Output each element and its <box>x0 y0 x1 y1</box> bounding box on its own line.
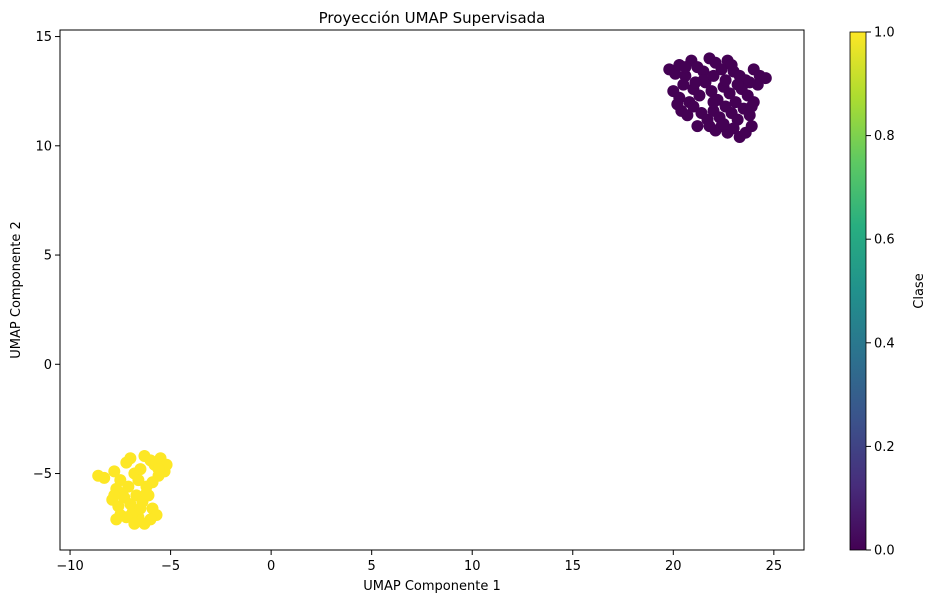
data-point <box>719 74 732 87</box>
data-point <box>759 72 772 85</box>
colorbar: 0.0 0.2 0.4 0.6 0.8 1.0 Clase <box>849 26 927 559</box>
data-point <box>731 78 744 91</box>
data-point <box>689 76 702 89</box>
x-axis-label: UMAP Componente 1 <box>363 579 500 594</box>
x-tick-label: −5 <box>161 559 180 574</box>
y-tick-label: −5 <box>33 467 52 482</box>
colorbar-tick-label: 1.0 <box>874 26 895 41</box>
y-tick-label: 15 <box>35 30 52 45</box>
x-tick-label: 5 <box>368 559 376 574</box>
y-tick-label: 10 <box>35 139 52 154</box>
data-point <box>707 69 720 82</box>
colorbar-tick-label: 0.0 <box>874 544 895 559</box>
colorbar-gradient <box>849 31 867 551</box>
x-tick-label: −10 <box>56 559 83 574</box>
x-tick-label: 25 <box>766 559 783 574</box>
data-point <box>743 76 756 89</box>
data-point <box>124 452 137 465</box>
data-point <box>717 117 730 130</box>
data-point <box>128 517 141 530</box>
x-tick-label: 15 <box>564 559 581 574</box>
points-layer <box>92 52 772 530</box>
data-point <box>134 463 147 476</box>
data-point <box>693 89 706 102</box>
data-point <box>727 122 740 135</box>
data-point <box>725 58 738 71</box>
data-point <box>705 85 718 98</box>
data-point <box>745 100 758 113</box>
colorbar-tick-label: 0.2 <box>874 440 895 455</box>
colorbar-tick-label: 0.6 <box>874 233 895 248</box>
plot-area <box>59 29 805 551</box>
data-point <box>152 463 165 476</box>
y-axis-label: UMAP Componente 2 <box>9 221 24 358</box>
y-tick-label: 5 <box>44 249 52 264</box>
data-point <box>677 78 690 91</box>
x-tick-label: 0 <box>267 559 275 574</box>
data-point <box>707 96 720 109</box>
data-point <box>108 489 121 502</box>
data-point <box>140 487 153 500</box>
data-point <box>681 109 694 122</box>
data-point <box>132 474 145 487</box>
data-point <box>691 120 704 133</box>
data-point <box>98 471 111 484</box>
colorbar-label: Clase <box>912 273 927 308</box>
colorbar-tick-label: 0.8 <box>874 129 895 144</box>
data-point <box>679 61 692 74</box>
data-point <box>723 87 736 100</box>
data-point <box>697 65 710 78</box>
data-point <box>745 120 758 133</box>
colorbar-tick-label: 0.4 <box>874 336 895 351</box>
x-tick-label: 20 <box>665 559 682 574</box>
data-point <box>110 513 123 526</box>
data-point <box>134 502 147 515</box>
y-axis-ticks: −5 0 5 10 15 <box>33 30 60 482</box>
data-point <box>108 465 121 478</box>
x-tick-label: 10 <box>464 559 481 574</box>
data-point <box>687 100 700 113</box>
x-axis-ticks: −10 −5 0 5 10 15 20 25 <box>56 550 782 574</box>
y-tick-label: 0 <box>44 358 52 373</box>
chart-title: Proyección UMAP Supervisada <box>319 9 546 27</box>
colorbar-ticks: 0.0 0.2 0.4 0.6 0.8 1.0 <box>866 26 895 559</box>
data-point <box>729 96 742 109</box>
data-point <box>715 63 728 76</box>
data-point <box>671 98 684 111</box>
